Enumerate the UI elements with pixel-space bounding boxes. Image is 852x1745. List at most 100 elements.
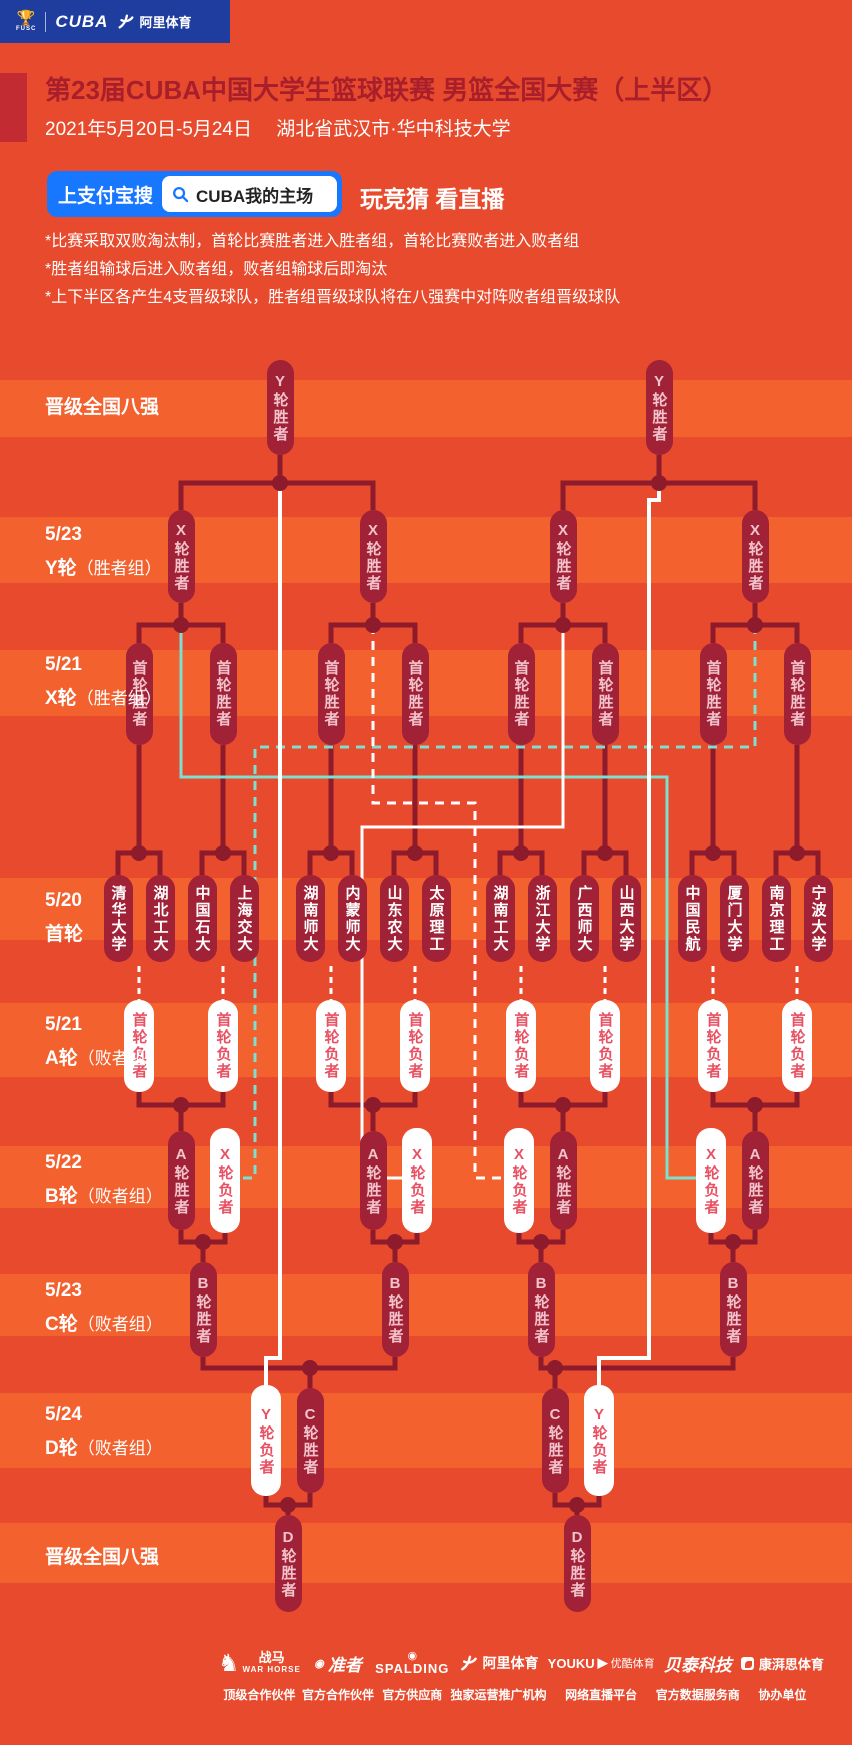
- trophy-icon: 🏆: [16, 10, 36, 27]
- alipay-button[interactable]: 上支付宝搜: [58, 185, 154, 207]
- play-icon: ▶: [597, 1655, 608, 1670]
- round-label: 晋级全国八强: [45, 392, 159, 419]
- junction-dot: [513, 845, 529, 861]
- node-x-winner: X轮胜者: [167, 510, 195, 603]
- round-name: Y轮（胜者组）: [45, 558, 162, 579]
- node-r1-winner: 首轮胜者: [401, 643, 429, 745]
- top-logo-bar: 🏆 FUSC CUBA 阿里体育: [0, 0, 230, 43]
- sponsor-block: 康湃思体育 协办单位: [740, 1645, 824, 1703]
- team-pill: 南京理工: [761, 875, 791, 962]
- team-pill: 中国民航: [677, 875, 707, 962]
- round-name: X轮（胜者组）: [45, 688, 162, 709]
- node-r1-winner: 首轮胜者: [591, 643, 619, 745]
- junction-dot: [323, 845, 339, 861]
- sponsor-block: ◉ SPALDING 官方供应商: [375, 1645, 449, 1703]
- node-r1-winner: 首轮胜者: [507, 643, 535, 745]
- poster-title: 第23届CUBA中国大学生篮球联赛 男篮全国大赛（上半区）: [45, 75, 729, 105]
- node-r1-loser: 首轮负者: [208, 1000, 238, 1092]
- poster-subtitle: 2021年5月20日-5月24日 湖北省武汉市·华中科技大学: [45, 119, 511, 140]
- sponsor-label: 网络直播平台: [565, 1688, 638, 1702]
- background-stripe: [0, 1523, 852, 1583]
- junction-dot: [302, 1360, 318, 1376]
- round-date: 5/23: [45, 1280, 82, 1301]
- round-name: B轮（败者组）: [45, 1186, 163, 1207]
- junction-dot: [651, 475, 667, 491]
- rule-line: *胜者组输球后进入败者组，败者组输球后即淘汰: [45, 261, 388, 278]
- node-r1-loser: 首轮负者: [124, 1000, 154, 1092]
- sponsor-footer: ♞ 战马 WAR HORSE 顶级合作伙伴 ◉ 准者 官方合作伙伴 ◉ SPALDING 官…: [218, 1645, 824, 1703]
- team-pill: 中国石大: [187, 875, 217, 962]
- node-r1-loser: 首轮负者: [506, 1000, 536, 1092]
- round-name: 首轮: [45, 924, 84, 945]
- node-d-winner: D轮胜者: [563, 1515, 591, 1612]
- team-pill: 厦门大学: [719, 875, 749, 962]
- round-name: A轮（败者组）: [45, 1048, 163, 1069]
- horse-icon: ♞: [218, 1649, 240, 1677]
- node-x-loser: X轮负者: [402, 1128, 432, 1233]
- round-date: 5/22: [45, 1152, 82, 1173]
- kangpaisi-icon: [740, 1656, 754, 1670]
- node-a-winner: A轮胜者: [549, 1131, 577, 1230]
- junction-dot: [555, 1097, 571, 1113]
- round-label: 5/21 A轮（败者组）: [45, 1014, 163, 1070]
- sponsor-label: 官方数据服务商: [655, 1688, 740, 1702]
- connector-line: [115, 455, 821, 1515]
- fusc-logo: 🏆 FUSC: [16, 11, 36, 32]
- sponsor-block: 阿里体育 独家运营推广机构: [451, 1645, 547, 1703]
- node-x-winner: X轮胜者: [741, 510, 769, 603]
- junction-dot: [272, 475, 288, 491]
- sponsor-label: 官方合作伙伴: [302, 1688, 375, 1702]
- round-date: 5/21: [45, 654, 82, 675]
- search-icon: [173, 186, 189, 202]
- round-label: 5/21 X轮（胜者组）: [45, 654, 162, 710]
- sponsor-block: 贝泰科技 官方数据服务商: [656, 1645, 740, 1703]
- team-pill: 山西大学: [611, 875, 641, 962]
- junction-dot: [705, 845, 721, 861]
- title-accent-block: [0, 73, 27, 142]
- round-date: 5/20: [45, 890, 82, 911]
- node-r1-winner: 首轮胜者: [783, 643, 811, 745]
- cuba-logo: CUBA: [55, 11, 109, 31]
- sponsor-block: YOUKU ▶ 优酷体育 网络直播平台: [548, 1645, 655, 1703]
- junction-dot: [387, 1234, 403, 1250]
- junction-dot: [789, 845, 805, 861]
- junction-dot: [365, 617, 381, 633]
- round-label: 5/22 B轮（败者组）: [45, 1152, 163, 1208]
- alipay-search-bar[interactable]: 上支付宝搜 CUBA我的主场: [47, 171, 342, 217]
- node-y-winner: Y轮胜者: [645, 360, 673, 455]
- junction-dot: [725, 1234, 741, 1250]
- swoosh-icon: [460, 1655, 477, 1670]
- junction-dot: [555, 617, 571, 633]
- team-pill: 浙江大学: [527, 875, 557, 962]
- junction-dot: [195, 1234, 211, 1250]
- round-label: 5/20 首轮: [45, 890, 83, 946]
- node-x-loser: X轮负者: [504, 1128, 534, 1233]
- search-input[interactable]: CUBA我的主场: [162, 176, 337, 212]
- sponsor-label: 协办单位: [758, 1688, 807, 1702]
- node-x-winner: X轮胜者: [359, 510, 387, 603]
- node-y-winner: Y轮胜者: [266, 360, 294, 455]
- search-value: CUBA我的主场: [196, 186, 314, 206]
- node-r1-winner: 首轮胜者: [317, 643, 345, 745]
- basketball-icon: ◉: [407, 1650, 418, 1662]
- team-pill: 山东农大: [379, 875, 409, 962]
- round-name: D轮（败者组）: [45, 1438, 163, 1459]
- team-pill: 上海交大: [229, 875, 259, 962]
- node-b-winner: B轮胜者: [189, 1262, 217, 1357]
- sponsor-label: 顶级合作伙伴: [223, 1688, 296, 1702]
- sponsor-logo: ♞ 战马 WAR HORSE: [218, 1649, 301, 1677]
- round-label: 5/23 C轮（败者组）: [45, 1280, 163, 1336]
- junction-dot: [131, 845, 147, 861]
- node-a-winner: A轮胜者: [741, 1131, 769, 1230]
- junction-dot: [533, 1234, 549, 1250]
- zhunzhe-emblem-icon: ◉: [314, 1657, 324, 1670]
- node-c-winner: C轮胜者: [296, 1388, 324, 1493]
- divider: [45, 11, 47, 32]
- node-r1-winner: 首轮胜者: [209, 643, 237, 745]
- node-r1-loser: 首轮负者: [698, 1000, 728, 1092]
- sponsor-block: ♞ 战马 WAR HORSE 顶级合作伙伴: [218, 1645, 301, 1703]
- sponsor-logo: ◉ SPALDING: [375, 1650, 450, 1676]
- sponsor-label: 官方供应商: [382, 1688, 443, 1702]
- sponsor-block: ◉ 准者 官方合作伙伴: [302, 1645, 374, 1703]
